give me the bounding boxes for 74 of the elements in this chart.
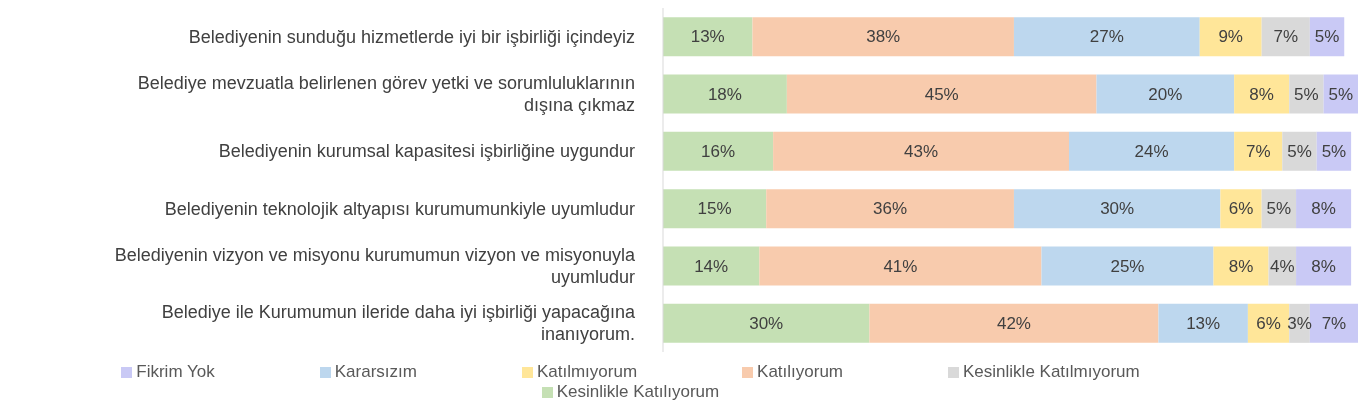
data-label: 4% [1270,256,1295,276]
legend-label: Fikrim Yok [136,362,215,381]
bar [663,131,774,171]
bar [663,17,753,57]
data-label: 45% [924,84,959,104]
data-label: 5% [1321,141,1347,161]
data-label: 7% [1321,313,1347,333]
data-label: 7% [1245,141,1271,161]
data-label: 6% [1256,313,1281,333]
data-label: 5% [1294,84,1319,104]
legend-label: Katılmıyorum [536,362,638,381]
bar [1096,74,1235,114]
data-label: 5% [1328,84,1354,104]
data-label: 13% [690,27,725,47]
data-label: 8% [1249,84,1274,104]
bar [1158,303,1248,343]
data-label: 38% [866,27,901,47]
data-label: 9% [1218,27,1243,47]
data-label: 8% [1311,199,1336,219]
bar [1041,246,1214,286]
bar [1296,189,1352,229]
data-label: 36% [873,199,908,219]
bar [766,189,1014,229]
legend-label: Kesinlikle Katılıyorum [556,382,720,401]
data-label: 27% [1089,27,1124,47]
y-tick-label: Belediyenin sunduğu hizmetlerde iyi bir işbirliği içindeyiz [188,26,635,47]
bar [786,74,1097,114]
bar [1234,131,1283,171]
y-tick-label: Belediye ile Kurumumun ileride daha iyi işbirliği yapacağına inanıyorum. [161,302,636,345]
data-label: 18% [707,84,742,104]
bar [1013,189,1221,229]
data-label: 7% [1273,27,1299,47]
data-label: 3% [1287,313,1312,333]
data-label: 8% [1228,256,1254,276]
data-label: 30% [1100,199,1135,219]
y-tick-label: Belediye mevzuatla belirlenen görev yetki ve sorumluluklarının dışına çıkmaz [137,73,635,115]
legend-label: Kesinlikle Katılmıyorum [963,362,1140,381]
legend-label: Kararsızım [334,362,417,381]
data-label: 42% [996,313,1031,333]
data-label: 24% [1134,141,1169,161]
y-tick-label: Belediyenin kurumsal kapasitesi işbirliğine uygundur [218,141,635,162]
bar [1013,17,1200,57]
data-label: 30% [749,313,784,333]
bar [1296,246,1352,286]
bar [1199,17,1262,57]
bar [1213,246,1269,286]
bar [773,131,1069,171]
data-label: 5% [1314,27,1340,47]
bar [663,74,787,114]
data-label: 41% [883,256,918,276]
data-label: 43% [904,141,939,161]
data-label: 20% [1148,84,1183,104]
bar [1261,17,1310,57]
data-label: 14% [694,256,729,276]
legend-label: Katılıyorum [757,362,844,381]
data-label: 16% [701,141,736,161]
bar [1234,74,1290,114]
y-tick-label: Belediyenin vizyon ve misyonu kurumumun vizyon ve misyonuyla uyumludur [114,245,636,287]
data-label: 8% [1311,256,1336,276]
data-label: 6% [1228,199,1254,219]
bar [869,303,1159,343]
bar [1220,189,1262,229]
bar [1068,131,1235,171]
y-tick-label: Belediyenin teknolojik altyapısı kurumumunkiyle uyumludur [164,198,635,219]
data-label: 5% [1287,141,1312,161]
bar [663,303,870,343]
bar [663,246,760,286]
data-label: 13% [1186,313,1221,333]
bar [752,17,1014,57]
data-label: 5% [1266,199,1292,219]
bar [759,246,1042,286]
bar [663,189,767,229]
data-label: 15% [697,199,732,219]
data-label: 25% [1110,256,1145,276]
